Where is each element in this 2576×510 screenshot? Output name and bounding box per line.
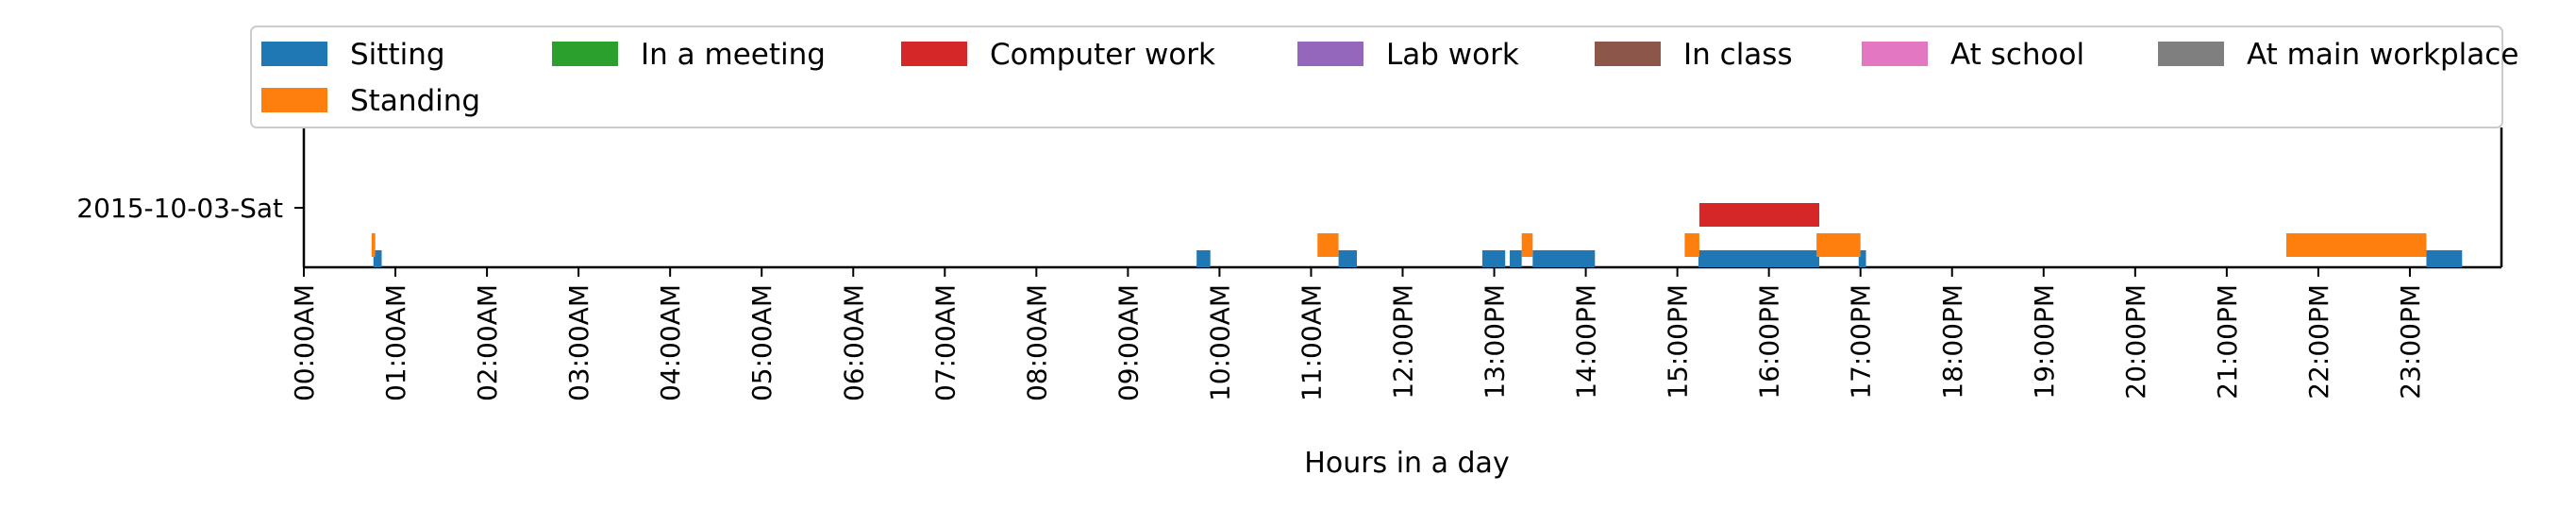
y-tick-label: 2015-10-03-Sat [76,193,283,224]
x-tick-label: 15:00PM [1663,284,1694,400]
x-tick-label: 04:00AM [655,284,686,401]
bar-sitting [1858,250,1866,267]
legend-swatch [261,42,327,66]
x-axis-title: Hours in a day [1304,447,1509,480]
bar-sitting [1698,250,1820,267]
legend-label: Standing [350,84,480,118]
legend-label: In class [1683,38,1793,72]
x-tick-label: 22:00PM [2303,284,2334,400]
bar-computer-work [1698,203,1820,227]
x-tick-label: 00:00AM [289,284,320,401]
legend-swatch [2158,42,2224,66]
x-tick-label: 10:00AM [1204,284,1235,401]
x-tick-label: 14:00PM [1571,284,1602,400]
x-tick-label: 23:00PM [2395,284,2426,400]
legend-swatch [1862,42,1928,66]
x-tick-label: 13:00PM [1480,284,1511,400]
x-tick-label: 08:00AM [1021,284,1052,401]
bar-standing [371,233,376,257]
legend-swatch [261,88,327,112]
legend-label: Sitting [350,38,445,72]
bar-sitting [1338,250,1357,267]
legend-swatch [552,42,618,66]
x-tick-label: 03:00AM [563,284,594,401]
bar-sitting [1196,250,1211,267]
legend-swatch [1595,42,1661,66]
x-tick-label: 02:00AM [472,284,503,401]
bar-sitting [373,250,382,267]
bar-standing [1684,233,1699,257]
x-tick-label: 16:00PM [1754,284,1785,400]
bar-standing [1317,233,1339,257]
bar-sitting [2426,250,2463,267]
legend-swatch [901,42,967,66]
legend-label: At main workplace [2247,38,2518,72]
x-tick-label: 11:00AM [1296,284,1327,401]
x-tick-label: 20:00PM [2120,284,2151,400]
legend-label: In a meeting [641,38,826,72]
legend-label: Computer work [990,38,1215,72]
x-tick-label: 21:00PM [2212,284,2243,400]
legend-label: Lab work [1386,38,1519,72]
legend-frame [250,26,2503,128]
x-tick-label: 18:00PM [1937,284,1968,400]
x-tick-label: 12:00PM [1388,284,1419,400]
bar-sitting [1481,250,1506,267]
x-tick-label: 01:00AM [380,284,411,401]
legend-swatch [1297,42,1363,66]
x-tick-label: 19:00PM [2029,284,2060,400]
x-tick-label: 09:00AM [1112,284,1144,401]
x-tick-label: 05:00AM [746,284,778,401]
bar-standing [1521,233,1533,257]
activity-bars [371,203,2463,267]
bar-standing [1816,233,1861,257]
x-tick-label: 07:00AM [929,284,961,401]
x-tick-label: 06:00AM [838,284,869,401]
legend: Sitting In a meeting Computer work Lab work… [250,26,2518,128]
legend-label: At school [1950,38,2084,72]
bar-standing [2285,233,2427,257]
bar-sitting [1532,250,1596,267]
bar-sitting [1510,250,1522,267]
x-tick-label: 17:00PM [1846,284,1877,400]
x-axis-ticks: 00:00AM 01:00AM 02:00AM 03:00AM 04:00AM 05:00… [289,267,2426,401]
plot-axes: 2015-10-03-Sat [76,128,2503,269]
